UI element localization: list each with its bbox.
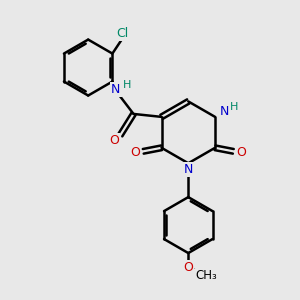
Text: O: O <box>183 261 193 274</box>
Text: CH₃: CH₃ <box>195 269 217 282</box>
Text: H: H <box>123 80 131 90</box>
Text: Cl: Cl <box>117 27 129 40</box>
Text: N: N <box>220 105 229 118</box>
Text: N: N <box>184 163 193 176</box>
Text: H: H <box>230 102 238 112</box>
Text: O: O <box>237 146 247 159</box>
Text: N: N <box>111 83 121 96</box>
Text: O: O <box>109 134 119 147</box>
Text: O: O <box>130 146 140 159</box>
